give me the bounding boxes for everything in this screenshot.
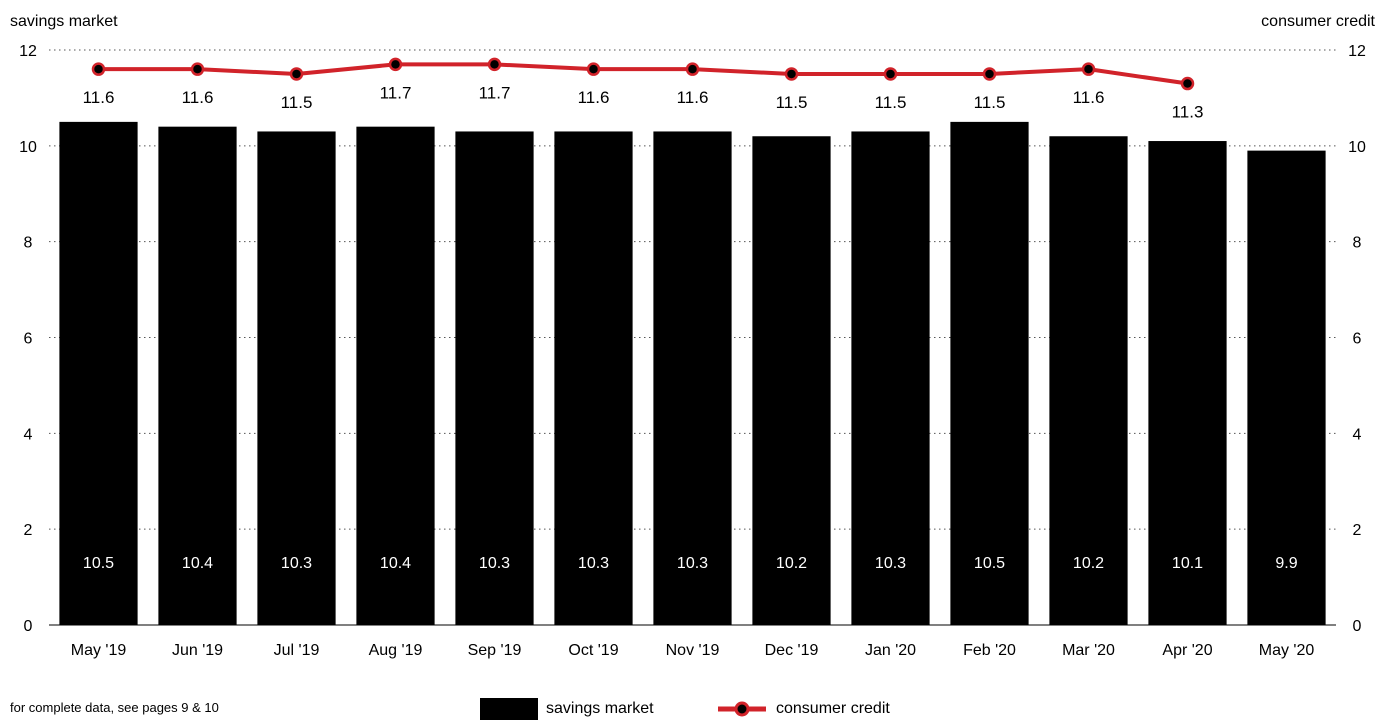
bar-data-label: 10.2: [1073, 555, 1104, 572]
bar: [158, 126, 237, 626]
y-tick-label-right: 8: [1353, 235, 1362, 252]
y-tick-label: 6: [24, 331, 33, 348]
line-point: [289, 67, 304, 81]
bar-data-label: 10.5: [974, 555, 1005, 572]
bar: [554, 131, 633, 626]
x-tick-label: Feb '20: [963, 642, 1016, 659]
line-data-label: 11.6: [83, 88, 115, 107]
line-data-label: 11.7: [380, 83, 412, 102]
bar-data-label: 9.9: [1275, 555, 1297, 572]
line-point: [784, 67, 799, 81]
line-data-label: 11.6: [1073, 88, 1105, 107]
line-data-label: 11.5: [281, 93, 313, 112]
line-data-label: 11.6: [182, 88, 214, 107]
bar: [1247, 150, 1326, 625]
bar-data-label: 10.1: [1172, 555, 1203, 572]
legend-label-consumer-credit: consumer credit: [776, 700, 890, 717]
line-data-label: 11.6: [677, 88, 709, 107]
chart: 0 2 4 6 8 10 12 0 2 4 6 8 10 12 savings market consu…: [10, 13, 1376, 659]
bar-data-label: 10.3: [875, 555, 906, 572]
line-point: [91, 62, 106, 76]
bar: [356, 126, 435, 626]
line-path: [98, 62, 1188, 86]
bar: [257, 131, 336, 626]
line-data-label: 11.7: [479, 83, 511, 102]
bar-data-label: 10.3: [677, 555, 708, 572]
line-point: [1081, 62, 1096, 76]
line-data-label: 11.5: [776, 93, 808, 112]
bar: [1049, 136, 1128, 625]
x-tick-label: Sep '19: [468, 642, 522, 659]
legend-item-consumer-credit: consumer credit: [716, 698, 890, 720]
line-point: [388, 57, 403, 72]
line-data-label: 11.6: [578, 88, 610, 107]
bar: [59, 121, 138, 625]
bar-data-label: 10.4: [380, 555, 411, 572]
y-tick-label: 4: [24, 426, 33, 443]
line-point: [487, 57, 502, 72]
line-point: [883, 67, 898, 81]
line-point: [685, 62, 700, 76]
line-point: [586, 62, 601, 76]
line-point: [190, 62, 205, 76]
bar-data-label: 10.4: [182, 555, 213, 572]
bar-data-label: 10.3: [281, 555, 312, 572]
y-tick-label: 12: [19, 43, 37, 60]
bar-data-label: 10.3: [578, 555, 609, 572]
y-tick-label-right: 12: [1348, 43, 1366, 60]
y-tick-label-right: 10: [1348, 139, 1366, 156]
bar-data-label: 10.3: [479, 555, 510, 572]
y-tick-label: 2: [24, 522, 33, 539]
bar: [752, 136, 831, 625]
line-labels: 11.6 11.6 11.5 11.7 11.7 11.6 11.6 11.5 11.5 11.5…: [83, 83, 1204, 121]
right-axis: 0 2 4 6 8 10 12: [1348, 43, 1366, 635]
line-data-label: 11.5: [875, 93, 907, 112]
y-tick-label: 8: [24, 235, 33, 252]
bar: [455, 131, 534, 626]
legend-label-savings-market: savings market: [546, 700, 654, 717]
x-tick-label: Apr '20: [1162, 642, 1212, 659]
line-series: [91, 57, 1195, 91]
y-tick-label-right: 2: [1353, 522, 1362, 539]
bar-labels: 10.5 10.4 10.3 10.4 10.3 10.3 10.3 10.2 10.3 10.5…: [83, 555, 1298, 572]
x-tick-label: Jan '20: [865, 642, 916, 659]
x-tick-label: May '20: [1259, 642, 1315, 659]
bar-data-label: 10.5: [83, 555, 114, 572]
bar: [1148, 141, 1227, 625]
bar: [653, 131, 732, 626]
line-point: [982, 67, 997, 81]
line-data-label: 11.5: [974, 93, 1006, 112]
x-tick-label: Mar '20: [1062, 642, 1115, 659]
line-point: [1180, 76, 1195, 91]
legend-swatch-bar: [480, 698, 538, 720]
legend-swatch-line: [718, 701, 766, 717]
x-tick-label: Jun '19: [172, 642, 223, 659]
x-tick-label: Aug '19: [369, 642, 423, 659]
footnote: for complete data, see pages 9 & 10: [10, 700, 219, 715]
right-axis-title: consumer credit: [1261, 13, 1375, 30]
y-tick-label-right: 4: [1353, 426, 1362, 443]
y-tick-label-right: 0: [1353, 618, 1362, 635]
y-tick-label-right: 6: [1353, 331, 1362, 348]
line-data-label: 11.3: [1172, 103, 1204, 122]
x-tick-label: Nov '19: [666, 642, 720, 659]
y-tick-label: 0: [24, 618, 33, 635]
bar: [851, 131, 930, 626]
x-tick-label: Oct '19: [568, 642, 618, 659]
legend-item-savings-market: savings market: [480, 698, 654, 720]
x-tick-label: Dec '19: [765, 642, 819, 659]
x-tick-label: Jul '19: [274, 642, 320, 659]
x-axis: May '19 Jun '19 Jul '19 Aug '19 Sep '19 Oct '…: [71, 642, 1315, 659]
bar-series: [59, 121, 1326, 626]
x-tick-label: May '19: [71, 642, 127, 659]
bar: [950, 121, 1029, 625]
bar-data-label: 10.2: [776, 555, 807, 572]
left-axis: 0 2 4 6 8 10 12: [19, 43, 37, 635]
left-axis-title: savings market: [10, 13, 118, 30]
y-tick-label: 10: [19, 139, 37, 156]
